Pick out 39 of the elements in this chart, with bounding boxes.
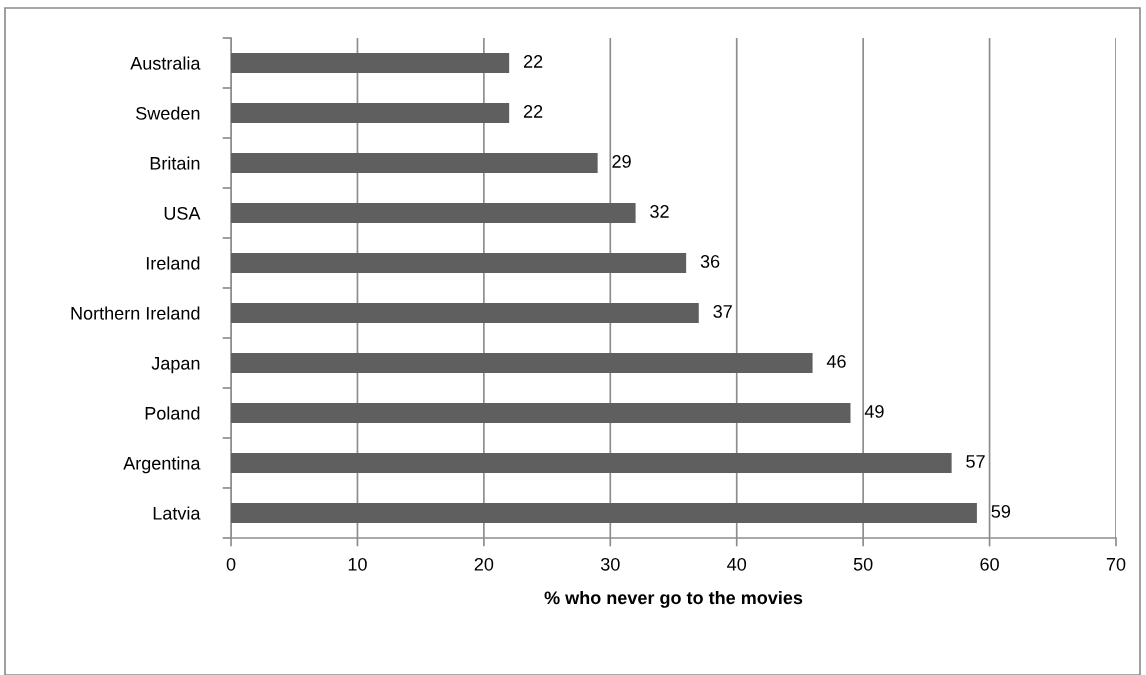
data-label: 29 bbox=[612, 155, 631, 168]
data-label: 22 bbox=[523, 105, 543, 118]
bar bbox=[231, 103, 510, 123]
bar bbox=[231, 452, 952, 473]
y-tick-label: USA bbox=[164, 206, 201, 220]
x-tick-label: 40 bbox=[727, 557, 747, 571]
x-tick-label: 30 bbox=[600, 557, 620, 571]
x-tick-label: 50 bbox=[853, 557, 873, 571]
y-tick-label: Ireland bbox=[146, 256, 200, 270]
data-label: 22 bbox=[523, 55, 543, 68]
y-tick-label: Japan bbox=[151, 357, 200, 374]
x-tick-label: 70 bbox=[1106, 557, 1126, 571]
y-tick-label: Sweden bbox=[136, 106, 200, 120]
data-label: 46 bbox=[826, 355, 846, 368]
data-label: 59 bbox=[991, 505, 1011, 518]
y-tick-label: Australia bbox=[130, 56, 201, 70]
bar bbox=[231, 352, 813, 373]
bar bbox=[231, 202, 636, 223]
bar bbox=[231, 402, 851, 423]
y-tick-label: Latvia bbox=[153, 506, 201, 520]
bar bbox=[231, 153, 598, 173]
data-label: 37 bbox=[713, 305, 732, 318]
bar bbox=[231, 502, 977, 523]
data-label: 32 bbox=[650, 205, 669, 218]
y-tick-label: Argentina bbox=[123, 456, 201, 474]
x-tick-label: 10 bbox=[348, 557, 367, 571]
data-label: 49 bbox=[864, 405, 884, 418]
bar bbox=[231, 302, 699, 323]
x-axis-title: % who never go to the movies bbox=[544, 590, 803, 608]
x-tick-label: 60 bbox=[980, 557, 999, 571]
data-label: 36 bbox=[700, 255, 720, 268]
x-tick-label: 20 bbox=[474, 557, 494, 571]
y-tick-label: Northern Ireland bbox=[71, 306, 200, 320]
y-tick-label: Poland bbox=[145, 406, 200, 420]
x-tick-label: 0 bbox=[226, 557, 236, 571]
bar bbox=[231, 252, 687, 273]
y-tick-label: Britain bbox=[150, 156, 200, 170]
data-label: 57 bbox=[966, 455, 985, 468]
bar bbox=[231, 53, 510, 73]
